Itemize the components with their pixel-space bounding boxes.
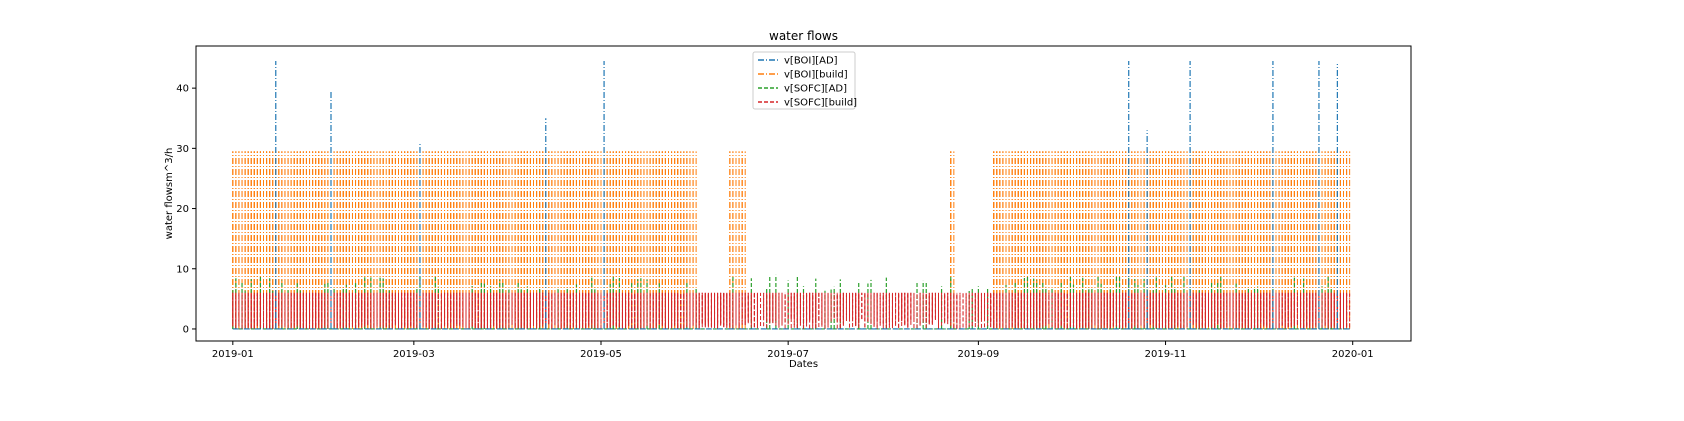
y-tick-label: 30 <box>176 144 189 155</box>
legend: v[BOI][AD] v[BOI][build] v[SOFC][AD] v[SOFC… <box>752 51 857 110</box>
legend-entry: v[SOFC][AD] <box>784 84 847 95</box>
x-tick-label: 2019-01 <box>212 349 254 360</box>
y-tick-label: 40 <box>176 84 189 95</box>
x-tick-label: 2019-07 <box>767 349 809 360</box>
plot-area-frame <box>195 45 1412 342</box>
legend-entry: v[BOI][build] <box>784 70 848 81</box>
ticks-layer: 2019-01 2019-03 2019-05 2019-07 2019-09 2019-… <box>176 84 1373 360</box>
legend-entry: v[SOFC][build] <box>784 98 857 109</box>
y-tick-label: 10 <box>176 264 189 275</box>
series-layer <box>232 61 1351 330</box>
y-axis-label: water flowsm^3/h <box>164 148 175 240</box>
series-boi-build <box>232 151 1351 329</box>
series-sofc-build <box>232 292 1351 329</box>
x-tick-label: 2019-03 <box>393 349 435 360</box>
x-tick-label: 2019-11 <box>1145 349 1187 360</box>
legend-entry: v[BOI][AD] <box>784 56 838 67</box>
legend-box <box>752 51 856 110</box>
series-boi-ad <box>232 61 1350 330</box>
x-tick-label: 2020-01 <box>1332 349 1374 360</box>
y-tick-label: 0 <box>183 324 189 335</box>
x-tick-label: 2019-09 <box>957 349 999 360</box>
y-tick-label: 20 <box>176 204 189 215</box>
x-tick-label: 2019-05 <box>580 349 622 360</box>
x-axis-label: Dates <box>789 359 818 370</box>
chart-title: water flows <box>769 29 838 43</box>
